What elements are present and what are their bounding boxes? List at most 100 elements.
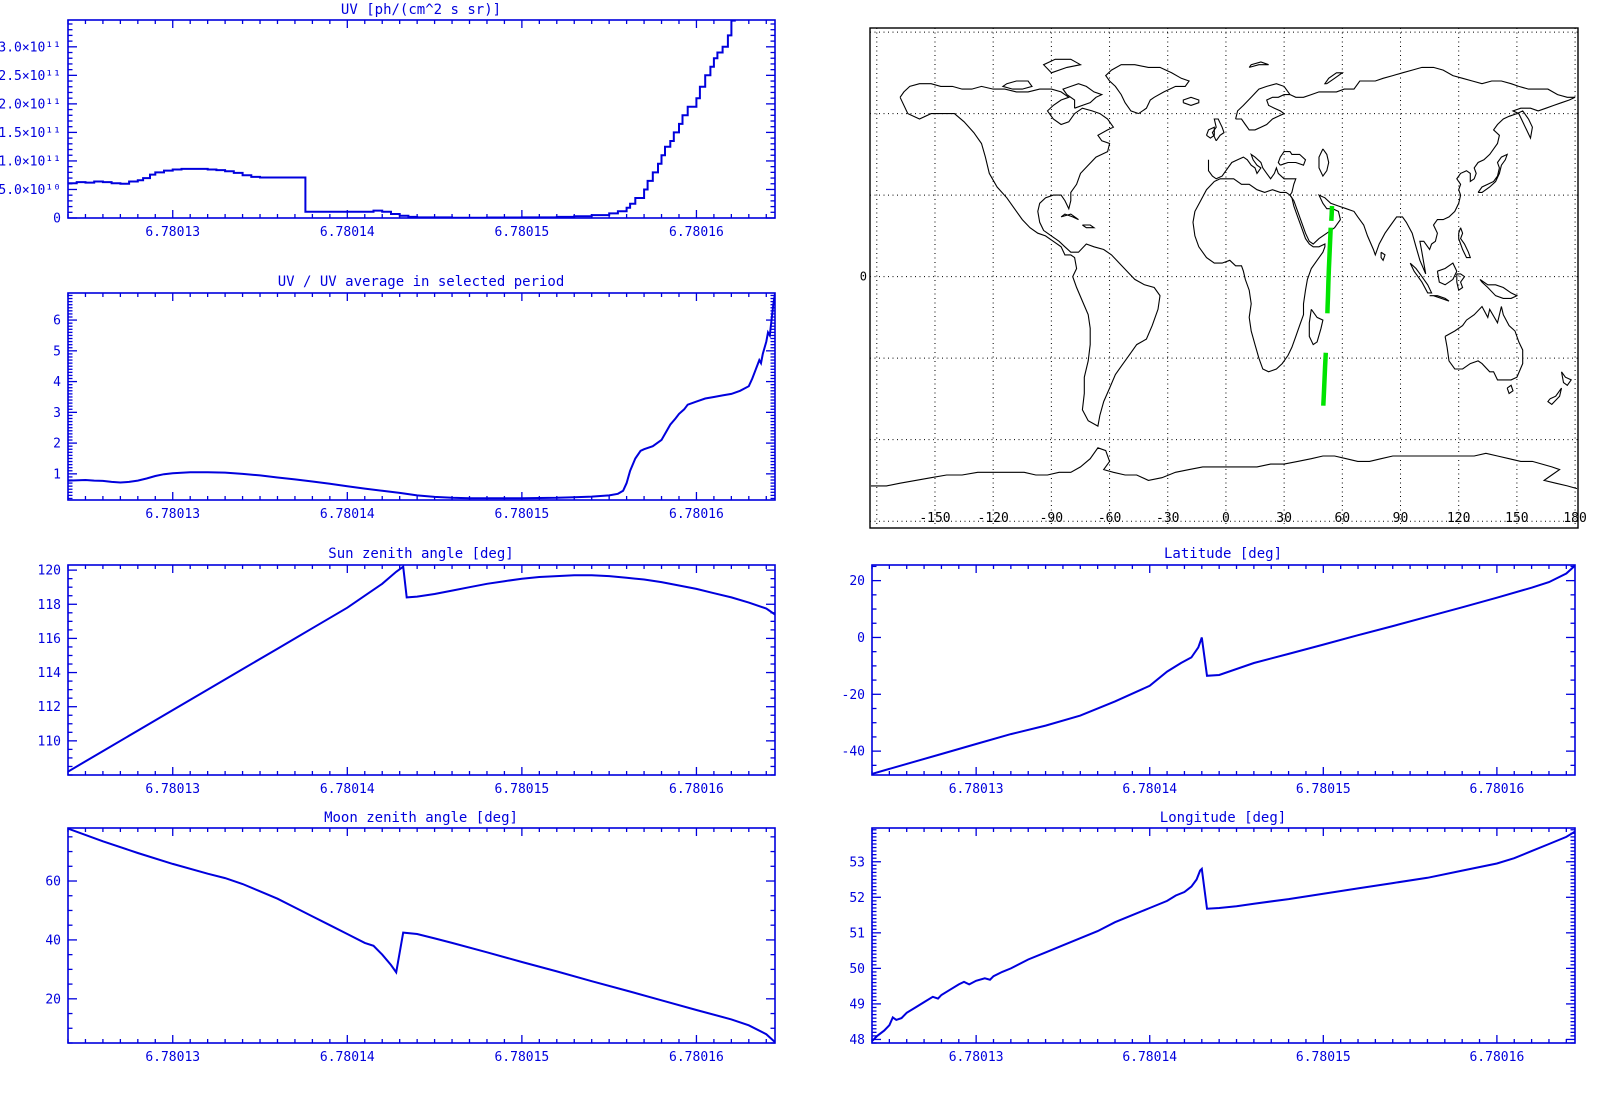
chart-sun: 6.78013 6.78014 6.78015 6.78016 110 112 114 116… <box>38 564 776 797</box>
lat-y-tick-label: -40 <box>842 745 865 760</box>
sun-y-tick-label: 112 <box>38 700 61 715</box>
uv-y-tick-label: 2.5×10¹¹ <box>0 69 61 84</box>
uv-y-tick-label: 1.5×10¹¹ <box>0 126 61 141</box>
uv-x-tick-label: 6.78013 <box>145 225 200 240</box>
map-lon-label: 0 <box>1222 511 1230 526</box>
coastline-uk <box>1211 118 1225 142</box>
sun-axes-box <box>67 564 776 776</box>
sun-y-tick-label: 120 <box>38 564 61 579</box>
map-lon-label: 30 <box>1276 511 1292 526</box>
coastline-eurasia-north <box>1235 66 1576 120</box>
uv-y-tick-label: 3.0×10¹¹ <box>0 40 61 55</box>
coastline-africa <box>1192 178 1326 373</box>
ratio-y-tick-label: 2 <box>53 437 61 452</box>
sun-x-tick-label: 6.78016 <box>669 782 724 797</box>
uv-y-tick-label: 0 <box>53 212 61 227</box>
coastline-new-guinea <box>1479 278 1519 299</box>
ratio-y-tick-label: 1 <box>53 467 61 482</box>
moon-x-tick-label: 6.78014 <box>320 1050 375 1065</box>
ratio-series-uv-ratio <box>68 293 775 500</box>
coastline-americas <box>899 83 1161 427</box>
map-lon-label: 60 <box>1334 511 1350 526</box>
ratio-x-tick-label: 6.78013 <box>145 507 200 522</box>
uv-axes-box <box>67 19 776 219</box>
ratio-y-tick-label: 4 <box>53 375 61 390</box>
map-lon-label: 180 <box>1563 511 1586 526</box>
map-lat-label: 0 <box>860 270 867 284</box>
coastline-eurasia-south <box>1207 96 1576 275</box>
moon-x-tick-label: 6.78016 <box>669 1050 724 1065</box>
sun-plot-title: Sun zenith angle [deg] <box>328 546 514 562</box>
latitude-plot-title: Latitude [deg] <box>1163 546 1283 562</box>
ratio-axes-box <box>67 292 776 501</box>
uv-x-tick-label: 6.78015 <box>494 225 549 240</box>
chart-lon: 6.78013 6.78014 6.78015 6.78016 48 49 50 51 52 53 <box>849 827 1576 1065</box>
ground-track-segment <box>1329 205 1335 222</box>
lon-y-tick-label: 48 <box>849 1033 865 1048</box>
coastline-baltic <box>1235 94 1290 131</box>
coastline-victoria-island <box>1001 80 1033 90</box>
ratio-y-tick-label: 6 <box>53 314 61 329</box>
coastline-cuba <box>1060 213 1079 221</box>
coastline-ireland <box>1205 126 1215 139</box>
ground-track-segment <box>1325 227 1333 314</box>
lon-x-tick-label: 6.78015 <box>1296 1050 1351 1065</box>
coastline-novaya-zemlya <box>1323 72 1345 85</box>
sun-y-tick-label: 110 <box>38 734 61 749</box>
lat-x-tick-label: 6.78015 <box>1296 782 1351 797</box>
ratio-x-tick-label: 6.78016 <box>669 507 724 522</box>
sun-x-tick-label: 6.78015 <box>494 782 549 797</box>
sun-y-tick-label: 114 <box>38 666 62 681</box>
ground-track <box>1321 205 1335 406</box>
chart-moon: 6.78013 6.78014 6.78015 6.78016 20 40 60 <box>45 827 776 1065</box>
lon-x-tick-label: 6.78013 <box>949 1050 1004 1065</box>
coastline-greenland <box>1104 64 1190 115</box>
coastline-sulawesi <box>1456 273 1466 292</box>
map-lon-label: 150 <box>1505 511 1528 526</box>
sun-series-sun-zenith <box>68 565 775 773</box>
sun-x-tick-label: 6.78013 <box>145 782 200 797</box>
coastline-caspian-sea <box>1318 148 1330 178</box>
sun-y-tick-label: 118 <box>38 598 61 613</box>
uv-x-tick-label: 6.78016 <box>669 225 724 240</box>
lat-series-latitude <box>872 565 1575 775</box>
coastline-black-sea <box>1277 151 1307 166</box>
sun-y-tick-label: 116 <box>38 632 61 647</box>
map-graticule <box>870 28 1578 528</box>
uv-x-tick-label: 6.78014 <box>320 225 375 240</box>
chart-ratio: 6.78013 6.78014 6.78015 6.78016 1 2 3 4 5 6 <box>53 292 776 522</box>
coastline-java <box>1429 295 1450 302</box>
lon-series-longitude <box>872 830 1575 1042</box>
moon-axes-box <box>67 827 776 1044</box>
chart-uv: 6.78013 6.78014 6.78015 6.78016 0 5.0×10¹⁰ 1.0… <box>0 19 776 240</box>
lat-axes-box <box>871 564 1576 776</box>
moon-series-moon-zenith <box>68 828 775 1043</box>
map-border <box>869 27 1579 529</box>
map-lon-label: -150 <box>919 511 950 526</box>
longitude-plot-title: Longitude [deg] <box>1159 810 1287 826</box>
lon-y-tick-label: 50 <box>849 962 865 977</box>
coastline-borneo <box>1436 262 1458 286</box>
uv-y-tick-label: 1.0×10¹¹ <box>0 154 61 169</box>
ratio-x-tick-label: 6.78015 <box>494 507 549 522</box>
moon-plot-title: Moon zenith angle [deg] <box>324 810 518 826</box>
map-lon-label: -60 <box>1098 511 1121 526</box>
lon-y-tick-label: 51 <box>849 926 865 941</box>
sun-x-tick-label: 6.78014 <box>320 782 375 797</box>
lat-y-tick-label: -20 <box>842 688 865 703</box>
lat-y-tick-label: 0 <box>857 631 865 646</box>
moon-y-tick-label: 40 <box>45 933 61 948</box>
coastline-sri-lanka <box>1380 251 1386 262</box>
moon-x-tick-label: 6.78013 <box>145 1050 200 1065</box>
lat-x-tick-label: 6.78013 <box>949 782 1004 797</box>
ground-track-segment <box>1321 352 1329 406</box>
ratio-y-tick-label: 3 <box>53 406 61 421</box>
coastline-sumatra <box>1409 262 1433 294</box>
coastline-madagascar <box>1308 308 1324 346</box>
ratio-y-tick-label: 5 <box>53 344 61 359</box>
coastline-antarctica <box>871 447 1578 490</box>
coastline-philippines <box>1458 227 1472 259</box>
lon-x-tick-label: 6.78014 <box>1122 1050 1177 1065</box>
